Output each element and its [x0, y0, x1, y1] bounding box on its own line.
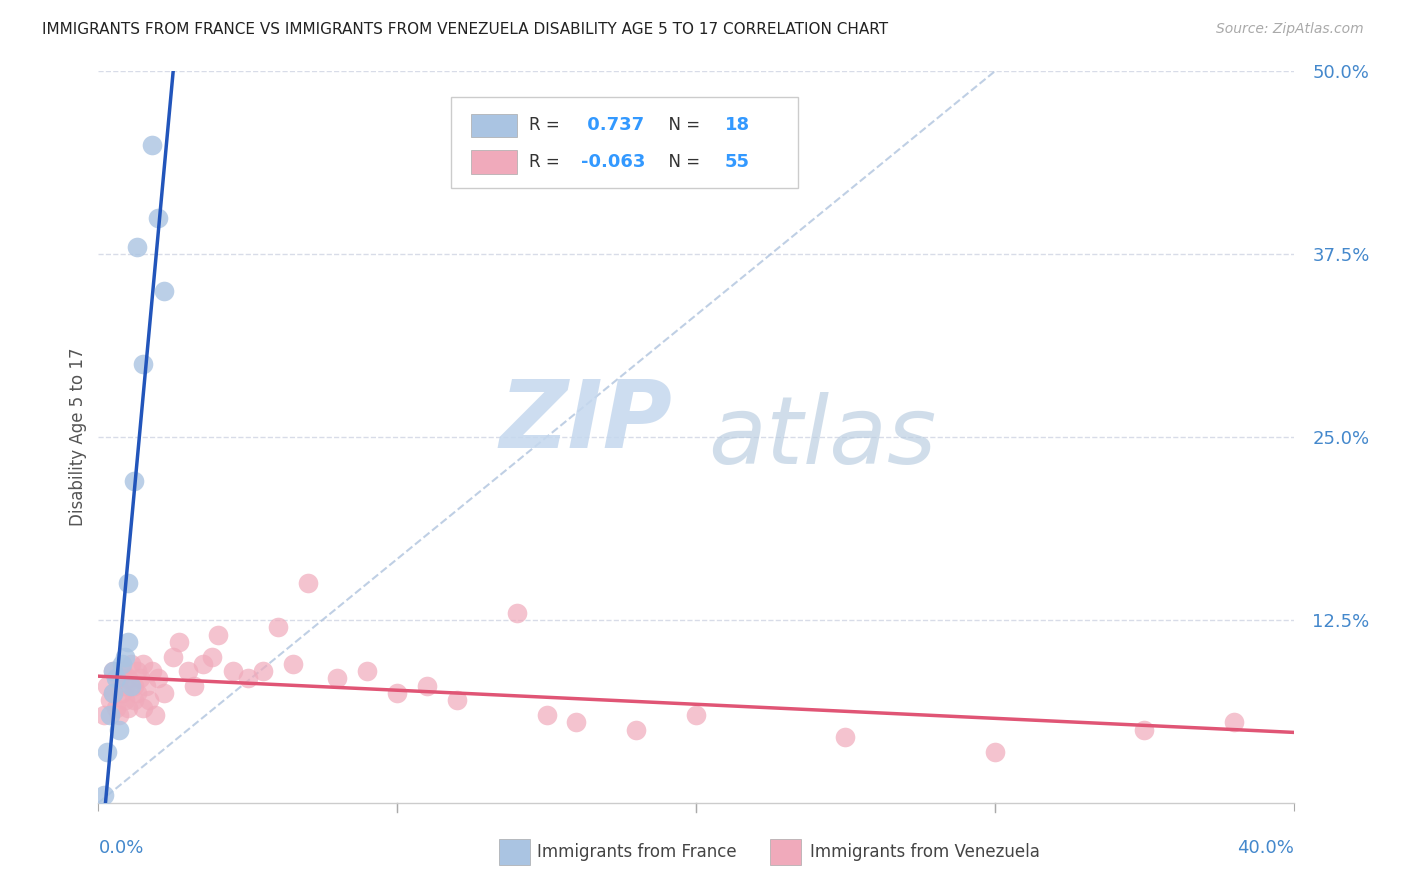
- Text: IMMIGRANTS FROM FRANCE VS IMMIGRANTS FROM VENEZUELA DISABILITY AGE 5 TO 17 CORRE: IMMIGRANTS FROM FRANCE VS IMMIGRANTS FRO…: [42, 22, 889, 37]
- Point: [117, 576, 139, 591]
- Point: [191, 657, 214, 671]
- Point: [141, 664, 163, 678]
- Point: [983, 745, 1005, 759]
- Point: [103, 686, 125, 700]
- Point: [105, 700, 128, 714]
- Point: [103, 664, 125, 678]
- Point: [1223, 715, 1246, 730]
- Point: [124, 693, 146, 707]
- Point: [506, 606, 529, 620]
- Text: 0.737: 0.737: [581, 117, 644, 135]
- Point: [177, 664, 200, 678]
- Point: [153, 686, 176, 700]
- Bar: [471, 114, 517, 137]
- Point: [356, 664, 378, 678]
- Point: [148, 211, 170, 225]
- Text: Source: ZipAtlas.com: Source: ZipAtlas.com: [1216, 22, 1364, 37]
- Point: [153, 284, 176, 298]
- Point: [135, 679, 157, 693]
- Point: [93, 708, 115, 723]
- Text: R =: R =: [529, 153, 565, 171]
- Point: [385, 686, 409, 700]
- Point: [297, 576, 319, 591]
- Point: [98, 708, 122, 723]
- Text: N =: N =: [658, 117, 704, 135]
- Point: [120, 657, 142, 671]
- Bar: [770, 838, 801, 865]
- Point: [127, 240, 149, 254]
- Point: [132, 657, 155, 671]
- Point: [111, 686, 134, 700]
- Point: [117, 635, 139, 649]
- Point: [326, 672, 349, 686]
- Point: [129, 672, 152, 686]
- Point: [111, 664, 134, 678]
- Point: [132, 357, 155, 371]
- Point: [114, 693, 136, 707]
- Point: [446, 693, 468, 707]
- Point: [105, 672, 128, 686]
- Point: [108, 708, 131, 723]
- Point: [281, 657, 304, 671]
- Point: [222, 664, 245, 678]
- Text: 55: 55: [724, 153, 749, 171]
- Point: [565, 715, 588, 730]
- Point: [167, 635, 190, 649]
- Point: [138, 693, 160, 707]
- Point: [124, 679, 146, 693]
- Y-axis label: Disability Age 5 to 17: Disability Age 5 to 17: [69, 348, 87, 526]
- Text: N =: N =: [658, 153, 704, 171]
- Point: [96, 679, 118, 693]
- Point: [236, 672, 259, 686]
- Bar: [499, 838, 530, 865]
- Point: [162, 649, 184, 664]
- Point: [93, 789, 115, 803]
- Point: [111, 657, 134, 671]
- Text: 40.0%: 40.0%: [1237, 839, 1294, 857]
- Point: [267, 620, 290, 634]
- Text: R =: R =: [529, 117, 565, 135]
- Text: Immigrants from Venezuela: Immigrants from Venezuela: [810, 843, 1039, 861]
- Point: [685, 708, 707, 723]
- Point: [183, 679, 205, 693]
- Point: [103, 664, 125, 678]
- Point: [127, 664, 149, 678]
- Point: [834, 730, 856, 744]
- Point: [252, 664, 274, 678]
- Point: [141, 137, 163, 152]
- Text: Immigrants from France: Immigrants from France: [537, 843, 737, 861]
- Point: [103, 686, 125, 700]
- Point: [120, 679, 142, 693]
- Point: [148, 672, 170, 686]
- Point: [1133, 723, 1156, 737]
- Text: ZIP: ZIP: [499, 376, 672, 468]
- Point: [536, 708, 558, 723]
- FancyBboxPatch shape: [451, 97, 797, 188]
- Point: [207, 627, 229, 641]
- Point: [624, 723, 647, 737]
- Point: [96, 745, 118, 759]
- Point: [201, 649, 224, 664]
- Text: 0.0%: 0.0%: [98, 839, 143, 857]
- Point: [124, 474, 146, 488]
- Text: -0.063: -0.063: [581, 153, 645, 171]
- Point: [114, 679, 136, 693]
- Point: [108, 672, 131, 686]
- Point: [108, 723, 131, 737]
- Text: atlas: atlas: [709, 392, 936, 483]
- Point: [98, 693, 122, 707]
- Point: [416, 679, 439, 693]
- Point: [143, 708, 166, 723]
- Point: [127, 686, 149, 700]
- Point: [117, 700, 139, 714]
- Point: [132, 700, 155, 714]
- Text: 18: 18: [724, 117, 749, 135]
- Point: [117, 672, 139, 686]
- Bar: [471, 151, 517, 174]
- Point: [114, 649, 136, 664]
